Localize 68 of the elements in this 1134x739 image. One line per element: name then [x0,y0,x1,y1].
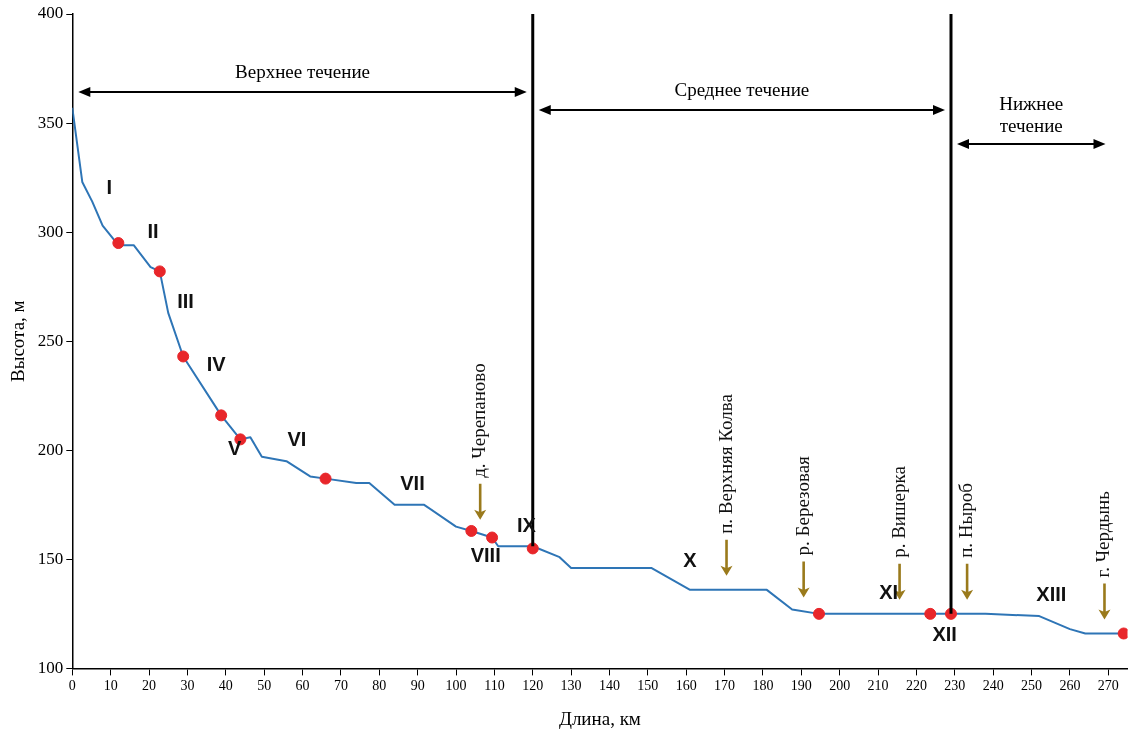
x-tick-label: 230 [944,678,966,694]
annotation: VIII [470,543,501,566]
y-tick-label: 300 [37,221,64,241]
annotation: XIII [1036,583,1067,606]
x-tick-label: 270 [1097,678,1119,694]
y-tick-label: 100 [37,657,64,677]
x-tick-label: 0 [68,678,76,694]
annotation: XII [932,623,957,646]
x-tick-label: 240 [982,678,1004,694]
x-tick-label: 20 [142,678,157,694]
x-tick-label: 220 [905,678,927,694]
annotation: VII [400,472,425,495]
x-axis-title: Длина, км [558,707,641,729]
point [486,531,499,544]
x-tick-label: 200 [829,678,851,694]
annotation: р. Березовая [791,455,813,556]
x-tick-label: 210 [867,678,889,694]
y-tick-label: 150 [37,548,64,568]
point [1117,627,1128,640]
x-tick-label: 130 [560,678,582,694]
annotation: II [147,219,159,242]
x-tick-label: 70 [333,678,348,694]
annotation: Верхнее течение [235,61,370,82]
point [112,237,125,250]
point [215,409,228,422]
annotation: р. Вишерка [887,465,909,558]
annotation: I [106,176,113,199]
x-tick-label: 30 [180,678,195,694]
annotation: XI [879,581,899,604]
annotation: X [683,549,698,572]
annotation: V [228,436,243,459]
x-tick-label: 170 [714,678,736,694]
annotation: Среднее течение [674,79,810,100]
x-tick-label: 160 [675,678,697,694]
x-tick-label: 100 [445,678,467,694]
x-tick-label: 150 [637,678,659,694]
x-tick-label: 140 [598,678,620,694]
x-tick-label: 90 [410,678,425,694]
x-tick-label: 40 [218,678,233,694]
x-tick-label: 80 [372,678,387,694]
point [153,265,166,278]
x-tick-label: 50 [257,678,272,694]
y-tick-label: 400 [37,3,64,23]
point [177,350,190,363]
point [319,472,332,485]
x-tick-label: 60 [295,678,310,694]
x-tick-label: 250 [1021,678,1043,694]
x-tick-label: 110 [484,678,505,694]
y-tick-label: 250 [37,330,64,350]
y-axis-title: Высота, м [7,300,29,383]
annotation: IV [206,353,227,376]
y-tick-label: 350 [37,112,64,132]
x-tick-label: 190 [790,678,812,694]
x-tick-label: 180 [752,678,774,694]
x-tick-label: 10 [103,678,118,694]
annotation: VI [287,428,307,451]
annotation: III [177,289,194,312]
y-tick-label: 200 [37,439,64,459]
x-tick-label: 260 [1059,678,1081,694]
annotation: Нижнее течение [999,93,1064,136]
point [465,524,478,537]
point [924,607,937,620]
annotation: п. Ныроб [955,483,977,558]
point [813,607,825,620]
annotation: д. Черепаново [468,363,490,478]
annotation: п. Верхняя Колва [714,393,736,534]
x-tick-label: 120 [522,678,544,694]
annotation: г. Чердынь [1092,490,1114,578]
